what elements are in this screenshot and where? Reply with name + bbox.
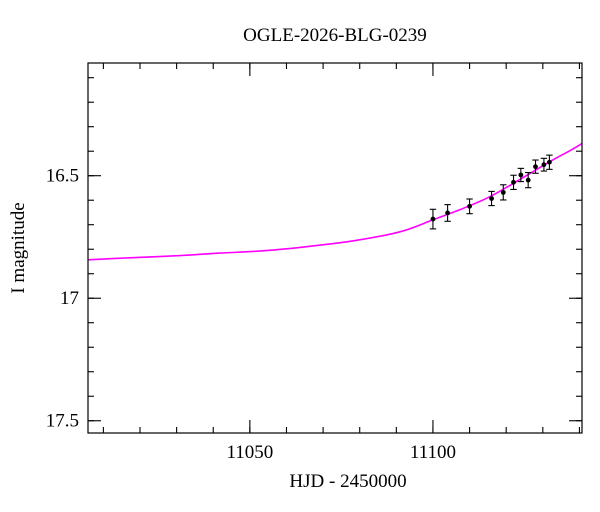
data-point — [510, 174, 517, 190]
data-point — [466, 198, 473, 215]
data-marker — [547, 159, 552, 165]
data-marker — [430, 216, 436, 222]
data-point — [429, 208, 437, 230]
y-tick-label: 17 — [60, 288, 79, 309]
data-marker — [500, 189, 506, 195]
data-marker — [541, 162, 547, 168]
data-point — [517, 167, 525, 183]
data-marker — [511, 179, 516, 185]
chart-title: OGLE-2026-BLG-0239 — [243, 25, 427, 46]
data-marker — [489, 196, 494, 201]
data-point — [524, 171, 532, 189]
data-points — [429, 154, 553, 230]
model-curve — [88, 142, 582, 261]
data-point — [500, 184, 507, 201]
axis-ticks — [88, 63, 582, 433]
data-marker — [533, 164, 538, 170]
data-point — [444, 204, 451, 222]
tick-labels: 11050 11100 16.5 17 17.5 — [46, 166, 456, 463]
x-tick-label: 11050 — [226, 442, 273, 463]
y-axis-label: I magnitude — [8, 202, 29, 294]
y-tick-label: 17.5 — [46, 411, 79, 432]
data-point — [488, 190, 495, 207]
data-marker — [518, 172, 524, 178]
x-axis-label: HJD - 2450000 — [289, 471, 407, 492]
data-point — [532, 159, 539, 174]
data-marker — [467, 203, 472, 209]
axes-frame — [87, 62, 583, 434]
y-tick-label: 16.5 — [46, 166, 79, 187]
data-marker — [525, 177, 531, 183]
data-point — [546, 154, 553, 170]
x-tick-label: 11100 — [410, 442, 456, 463]
data-marker — [445, 210, 451, 216]
data-point — [540, 157, 548, 172]
